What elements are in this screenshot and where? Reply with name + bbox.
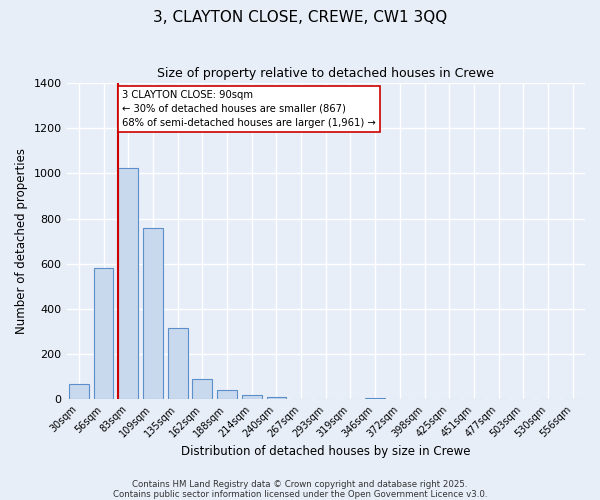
- X-axis label: Distribution of detached houses by size in Crewe: Distribution of detached houses by size …: [181, 444, 470, 458]
- Bar: [242, 394, 262, 399]
- Text: 3, CLAYTON CLOSE, CREWE, CW1 3QQ: 3, CLAYTON CLOSE, CREWE, CW1 3QQ: [153, 10, 447, 25]
- Text: Contains public sector information licensed under the Open Government Licence v3: Contains public sector information licen…: [113, 490, 487, 499]
- Y-axis label: Number of detached properties: Number of detached properties: [15, 148, 28, 334]
- Bar: [217, 390, 237, 399]
- Bar: [365, 398, 385, 399]
- Bar: [193, 379, 212, 399]
- Bar: [143, 228, 163, 399]
- Bar: [266, 397, 286, 399]
- Bar: [168, 328, 188, 399]
- Text: Contains HM Land Registry data © Crown copyright and database right 2025.: Contains HM Land Registry data © Crown c…: [132, 480, 468, 489]
- Bar: [69, 384, 89, 399]
- Bar: [118, 168, 138, 399]
- Text: 3 CLAYTON CLOSE: 90sqm
← 30% of detached houses are smaller (867)
68% of semi-de: 3 CLAYTON CLOSE: 90sqm ← 30% of detached…: [122, 90, 376, 128]
- Title: Size of property relative to detached houses in Crewe: Size of property relative to detached ho…: [157, 68, 494, 80]
- Bar: [94, 268, 113, 399]
